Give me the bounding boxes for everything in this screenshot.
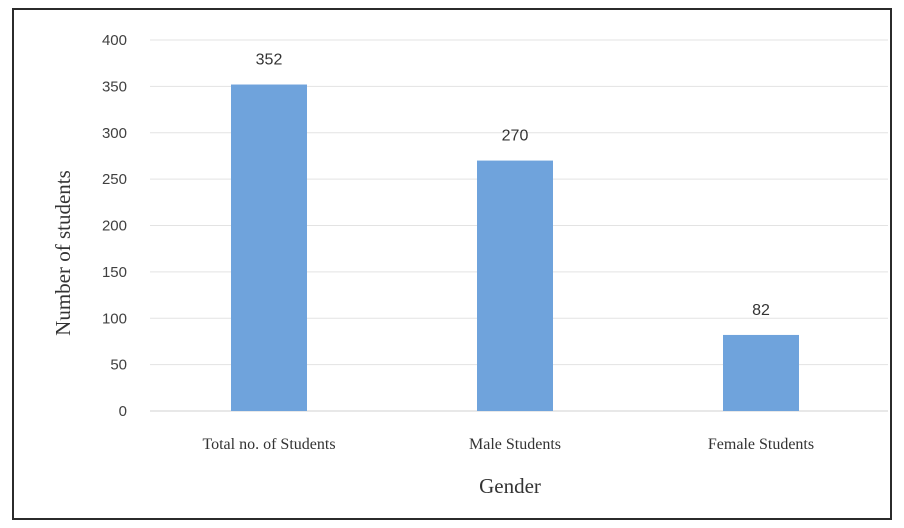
x-axis-categories: Total no. of Students Male Students Female… — [202, 436, 814, 453]
y-tick-label: 100 — [102, 310, 127, 327]
y-tick-label: 200 — [102, 218, 127, 235]
data-labels: 352 270 82 — [256, 52, 770, 319]
data-label: 270 — [502, 128, 529, 145]
data-label: 82 — [752, 302, 770, 319]
data-label: 352 — [256, 52, 283, 69]
y-tick-label: 400 — [102, 32, 127, 49]
bars — [231, 84, 799, 412]
bar-2 — [477, 160, 553, 411]
y-tick-label: 250 — [102, 171, 127, 188]
chart-frame — [12, 8, 892, 520]
y-tick-label: 350 — [102, 78, 127, 95]
y-tick-label: 0 — [119, 403, 127, 420]
y-tick-label: 50 — [110, 357, 127, 374]
bar-3 — [723, 334, 799, 411]
y-axis-title: Number of students — [51, 170, 75, 336]
y-tick-label: 150 — [102, 264, 127, 281]
bar-1 — [231, 84, 307, 412]
x-category-label: Total no. of Students — [202, 436, 335, 453]
y-axis-ticks: 0 50 100 150 200 250 300 350 400 — [102, 32, 127, 420]
x-category-label: Female Students — [708, 436, 814, 453]
x-category-label: Male Students — [469, 436, 561, 453]
y-tick-label: 300 — [102, 125, 127, 142]
x-axis-title: Gender — [479, 474, 541, 498]
